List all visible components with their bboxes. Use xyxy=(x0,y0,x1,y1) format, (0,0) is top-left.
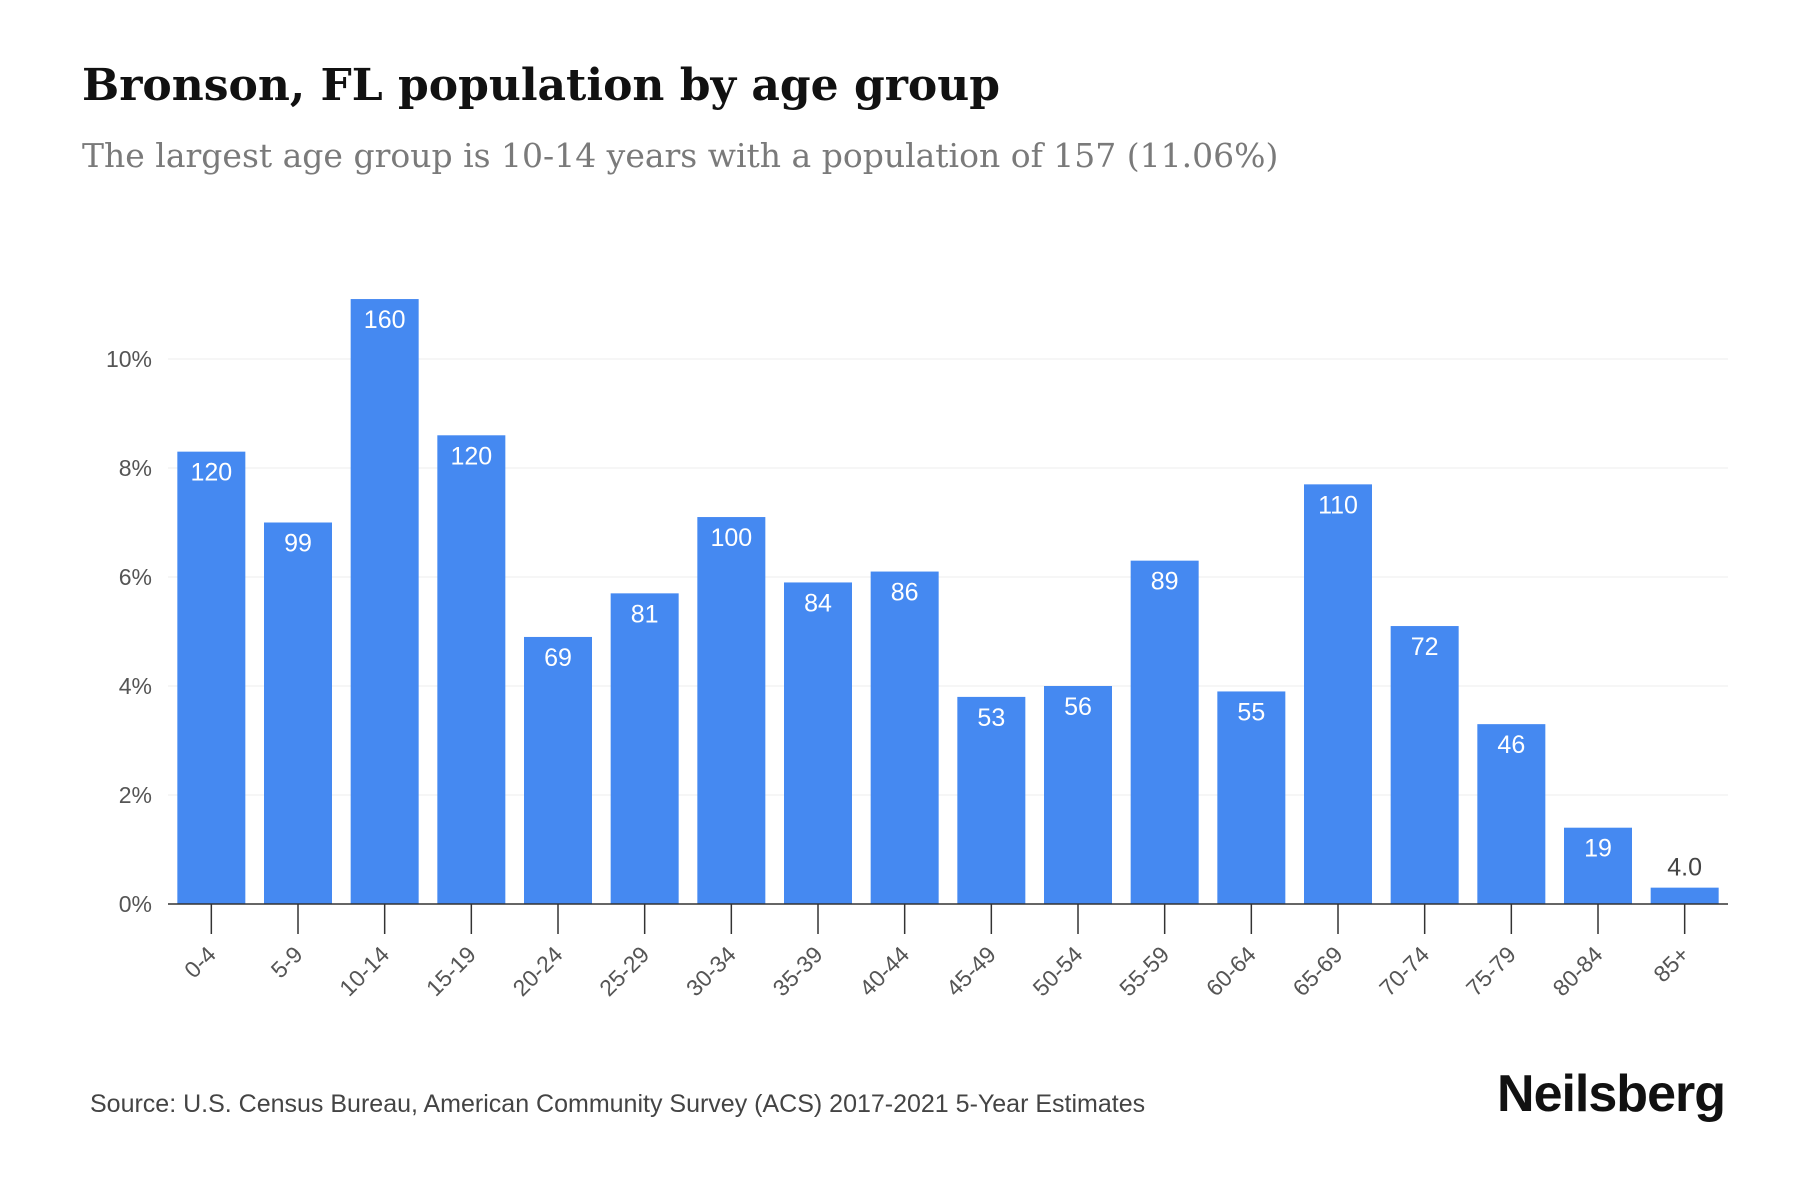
x-tick-label: 85+ xyxy=(1648,941,1694,987)
bar-value-label: 19 xyxy=(1584,835,1612,863)
x-tick-label: 30-34 xyxy=(681,941,741,1001)
bar-value-label: 4.0 xyxy=(1667,854,1702,882)
x-tick-label: 55-59 xyxy=(1114,941,1174,1001)
x-tick-label: 10-14 xyxy=(334,941,394,1001)
bar-value-label: 81 xyxy=(631,600,659,628)
bar xyxy=(610,593,679,904)
x-tick-label: 5-9 xyxy=(266,941,308,983)
y-tick-label: 4% xyxy=(119,673,152,699)
bar-value-label: 55 xyxy=(1237,698,1265,726)
chart-title: Bronson, FL population by age group xyxy=(82,60,1001,111)
x-tick-label: 35-39 xyxy=(768,941,828,1001)
x-tick-label: 65-69 xyxy=(1288,941,1348,1001)
bar-value-label: 99 xyxy=(284,530,312,558)
bar xyxy=(350,299,419,904)
bar xyxy=(264,522,332,904)
y-tick-label: 0% xyxy=(119,891,152,917)
source-note: Source: U.S. Census Bureau, American Com… xyxy=(90,1090,1146,1118)
x-tick-label: 25-29 xyxy=(594,941,654,1001)
bar xyxy=(1477,724,1546,904)
bar-value-label: 89 xyxy=(1151,568,1179,596)
bar-value-label: 72 xyxy=(1411,633,1439,661)
x-tick-label: 75-79 xyxy=(1461,941,1521,1001)
bar-value-label: 84 xyxy=(804,589,832,617)
bar-value-label: 120 xyxy=(450,442,492,470)
bar xyxy=(437,435,506,904)
bar-value-label: 46 xyxy=(1497,731,1525,759)
bar xyxy=(957,696,1026,904)
x-tick-label: 60-64 xyxy=(1201,941,1261,1001)
bar-value-label: 53 xyxy=(977,704,1005,732)
x-tick-label: 20-24 xyxy=(508,941,568,1001)
bar xyxy=(697,517,766,904)
y-tick-label: 8% xyxy=(119,455,152,481)
bar xyxy=(1564,827,1632,904)
y-tick-label: 2% xyxy=(119,782,152,808)
bar-value-label: 110 xyxy=(1318,491,1358,519)
bar xyxy=(1390,626,1459,904)
bar-value-label: 120 xyxy=(190,459,232,487)
bar xyxy=(1304,484,1372,904)
bar xyxy=(1650,887,1719,904)
x-tick-label: 80-84 xyxy=(1548,941,1608,1001)
brand-logo: Neilsberg xyxy=(1497,1065,1726,1123)
bar xyxy=(1217,691,1286,904)
y-tick-label: 10% xyxy=(106,346,152,372)
bar-value-label: 86 xyxy=(891,579,919,607)
chart-subtitle: The largest age group is 10-14 years wit… xyxy=(82,136,1279,175)
bar-value-label: 100 xyxy=(710,524,752,552)
bar-value-label: 56 xyxy=(1064,693,1092,721)
bar xyxy=(1044,686,1112,904)
bar-value-label: 160 xyxy=(364,306,406,334)
bar-value-label: 69 xyxy=(544,644,572,672)
x-tick-label: 45-49 xyxy=(941,941,1001,1001)
bar xyxy=(524,636,592,904)
x-tick-label: 40-44 xyxy=(854,941,914,1001)
x-tick-label: 15-19 xyxy=(421,941,481,1001)
bar xyxy=(177,451,246,904)
bar xyxy=(784,582,852,904)
x-tick-label: 0-4 xyxy=(179,941,221,983)
bar xyxy=(870,571,939,904)
x-tick-label: 50-54 xyxy=(1028,941,1088,1001)
bar xyxy=(1130,560,1199,904)
x-tick-label: 70-74 xyxy=(1374,941,1434,1001)
y-tick-label: 6% xyxy=(119,564,152,590)
